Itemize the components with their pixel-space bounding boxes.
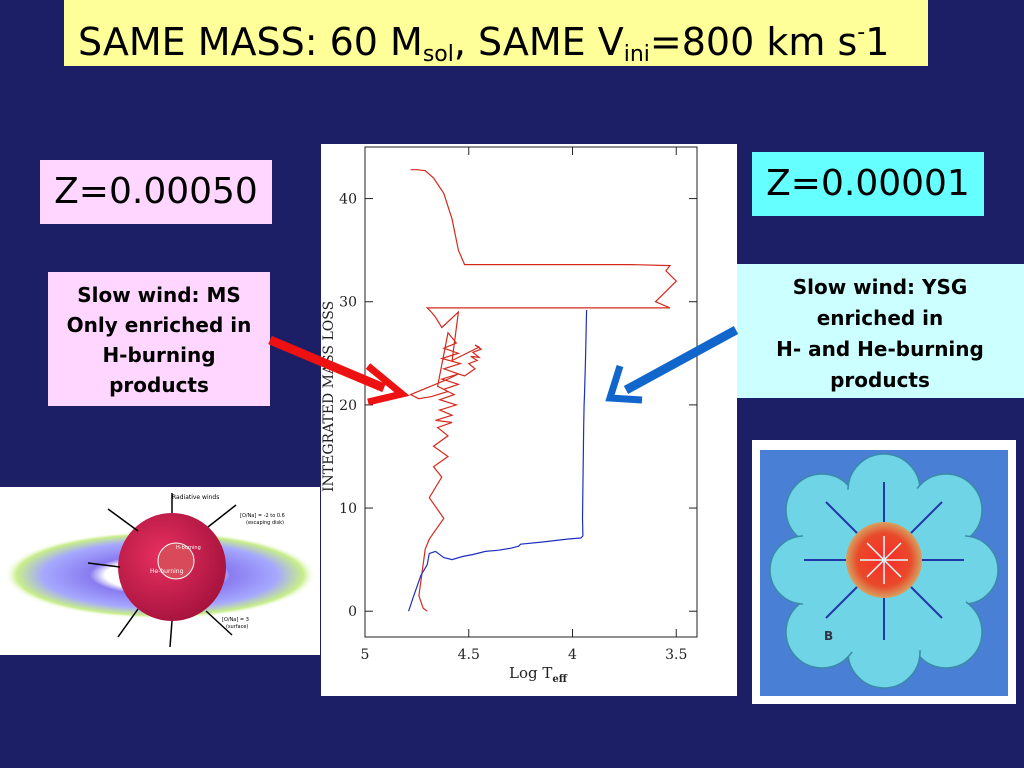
wind-note-right-line: enriched in [816, 306, 944, 330]
wind-note-left-line: Slow wind: MS [77, 283, 241, 307]
label-he-burning: He-burning [150, 568, 184, 575]
star-disk-svg: Radiative winds [O/Na] = -2 to 0.6 (esca… [4, 493, 316, 648]
y-tick-label: 0 [348, 604, 357, 620]
inner-arrows [860, 536, 908, 584]
y-tick-label: 20 [339, 398, 357, 414]
metallicity-label-right: Z=0.00001 [752, 152, 984, 216]
series-line-red [409, 169, 678, 612]
wind-note-left: Slow wind: MS Only enriched in H-burning… [48, 272, 270, 406]
wind-note-left-line: Only enriched in [66, 313, 252, 337]
mass-loss-chart: 5 4.5 4 3.5 0 10 20 30 40 Log Teff INTEGRATED MA… [321, 144, 737, 696]
y-axis-label: INTEGRATED MASS LOSS [321, 301, 337, 492]
plot-frame [364, 146, 698, 638]
label-oxygen-sodium-disk: [O/Na] = -2 to 0.6 [240, 513, 285, 519]
star-disk-illustration: Radiative winds [O/Na] = -2 to 0.6 (esca… [0, 487, 320, 655]
wind-note-right-line: products [830, 368, 930, 392]
x-tick-label: 3.5 [665, 647, 687, 663]
x-axis-label: Log Teff [509, 664, 568, 685]
wind-note-left-line: H-burning [102, 343, 216, 367]
y-tick-label: 10 [339, 501, 357, 517]
panel-letter-b: B [824, 629, 833, 643]
label-radiative-winds: Radiative winds [172, 494, 219, 501]
series-line-blue [408, 309, 588, 612]
metallicity-label-left: Z=0.00050 [40, 160, 272, 224]
slide-title: SAME MASS: 60 Msol, SAME Vini=800 km s-1 [64, 0, 928, 67]
label-h-burning: H-burning [176, 545, 201, 551]
wind-note-left-line: products [109, 373, 209, 397]
label-surface: (surface) [226, 624, 248, 630]
star-core [157, 542, 195, 580]
wind-note-right-line: Slow wind: YSG [792, 275, 968, 299]
x-tick-label: 4.5 [458, 647, 480, 663]
cloud-star-illustration: B [752, 440, 1016, 704]
x-tick-label: 5 [361, 647, 370, 663]
cloud-star-svg: B [760, 450, 1008, 696]
wind-arrows [87, 493, 237, 648]
wind-note-right-line: H- and He-burning [776, 337, 984, 361]
outflow-arrows [804, 482, 964, 640]
label-oxygen-sodium-surface: [O/Na] = 3 [222, 617, 249, 623]
wind-note-right: Slow wind: YSG enriched in H- and He-bur… [736, 264, 1024, 398]
chart-svg: 5 4.5 4 3.5 0 10 20 30 40 Log Teff INTEGRATED MA… [321, 146, 698, 685]
y-tick-label: 40 [339, 192, 357, 208]
x-tick-label: 4 [568, 647, 577, 663]
y-tick-label: 30 [339, 295, 357, 311]
label-escaping-disk: (escaping disk) [246, 520, 284, 526]
